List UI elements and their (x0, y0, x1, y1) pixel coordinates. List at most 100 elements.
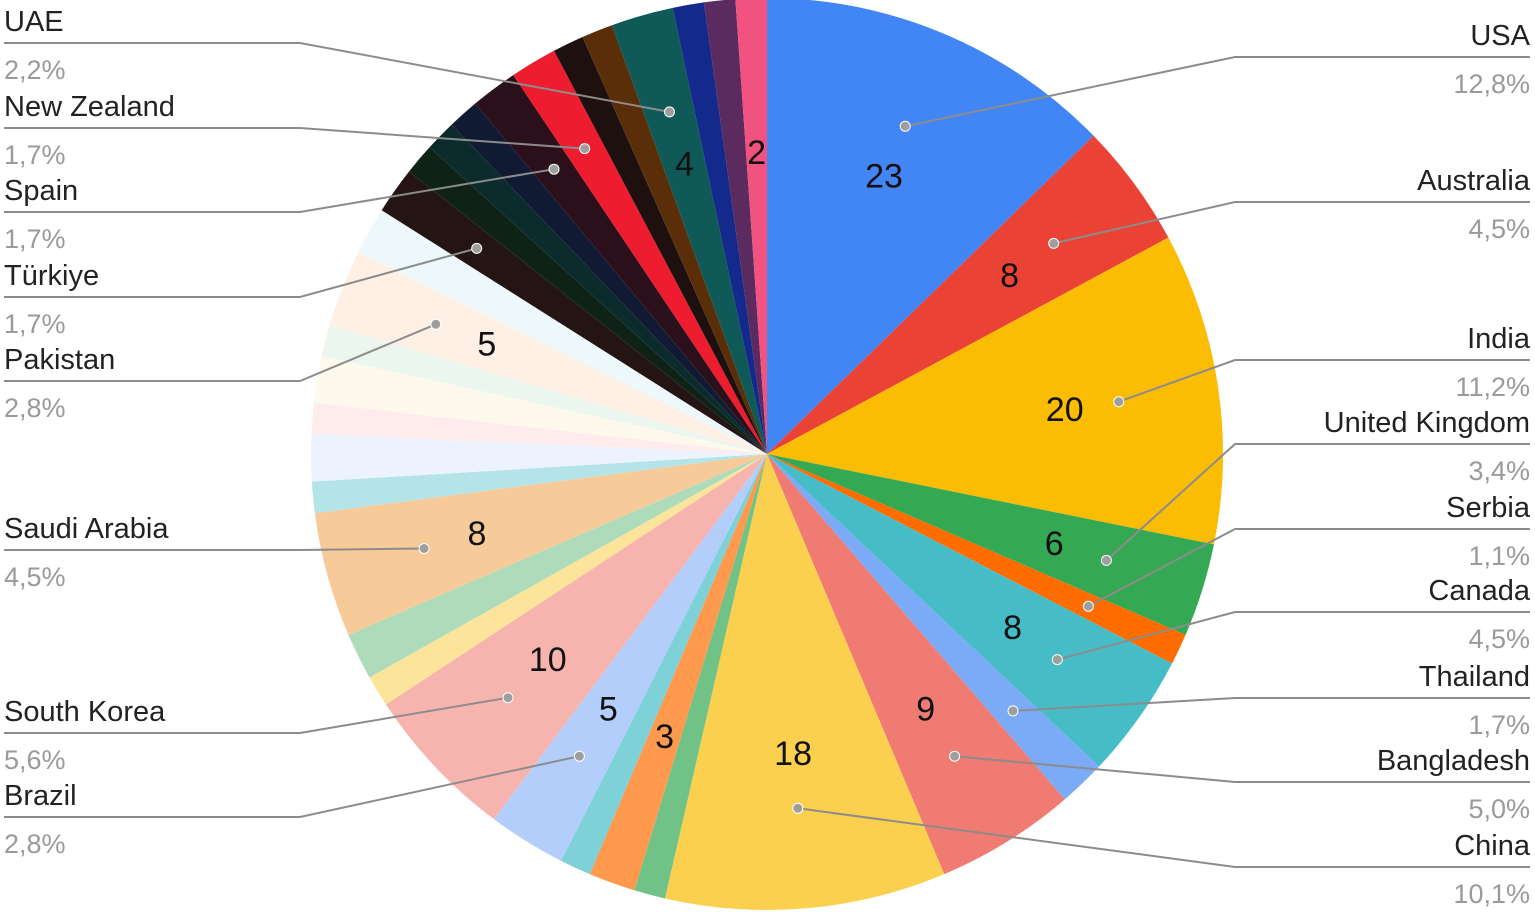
pie-slice-pakistan (329, 251, 767, 454)
pie-slice-unlabeled-15 (348, 454, 767, 678)
pie-slice-unlabeled-14 (369, 454, 767, 705)
pie-slice-unlabeled-31 (582, 25, 767, 454)
percent-serbia: 1,1% (1468, 541, 1530, 571)
percent-brazil: 2,8% (4, 829, 66, 859)
percent-t-rkiye: 1,7% (4, 309, 66, 339)
leader-dot-south-korea (502, 692, 514, 704)
leader-line-australia (1053, 201, 1530, 245)
pie-slice-unlabeled-9 (634, 454, 767, 899)
leader-line-brazil (4, 755, 580, 818)
pie-slice-usa (767, 0, 1094, 454)
leader-line-bangladesh (954, 755, 1530, 783)
label-thailand: Thailand (1419, 661, 1530, 693)
leader-line-india (1118, 359, 1530, 403)
slice-value-label: 3 (655, 718, 674, 756)
pie-slice-south-korea (385, 454, 767, 820)
pie-slice-unlabeled-34 (703, 0, 767, 454)
leader-dot-canada (1051, 654, 1063, 666)
label-uae: UAE (4, 6, 64, 38)
percent-south-korea: 5,6% (4, 745, 66, 775)
pie-slice-india (767, 237, 1224, 545)
leader-dot-united-kingdom (1100, 554, 1112, 566)
pie-slice-bangladesh (767, 454, 1065, 875)
label-saudi-arabia: Saudi Arabia (4, 513, 169, 545)
slice-value-label: 20 (1046, 391, 1084, 429)
pie-slice-canada (767, 454, 1173, 767)
label-spain: Spain (4, 175, 78, 207)
leader-dot-saudi-arabia (418, 543, 430, 554)
leader-line-uae (4, 42, 670, 113)
leader-dot-new-zealand (579, 143, 591, 155)
slice-value-label: 2 (747, 134, 766, 172)
leader-dot-brazil (573, 750, 585, 762)
pie-slice-unlabeled-18 (311, 434, 767, 482)
leader-dot-pakistan (430, 318, 442, 330)
pie-slice-unlabeled-35 (735, 0, 767, 454)
pie-slice-unlabeled-11 (561, 454, 767, 875)
leader-dot-serbia (1082, 600, 1094, 612)
leader-line-saudi-arabia (4, 547, 425, 551)
slice-value-label: 8 (1000, 257, 1019, 295)
pie-slice-unlabeled-23 (358, 210, 767, 454)
leader-line-canada (1057, 611, 1530, 661)
percent-uae: 2,2% (4, 55, 66, 85)
pie-slice-serbia (767, 454, 1186, 664)
leader-dot-india (1113, 396, 1125, 408)
label-bangladesh: Bangladesh (1377, 745, 1530, 777)
percent-saudi-arabia: 4,5% (4, 562, 66, 592)
leader-dot-spain (548, 163, 560, 175)
percent-pakistan: 2,8% (4, 393, 66, 423)
leader-dot-australia (1048, 237, 1060, 249)
label-serbia: Serbia (1446, 492, 1531, 524)
leader-dot-china (792, 802, 804, 814)
percent-usa: 12,8% (1453, 69, 1530, 99)
pie-slice-unlabeled-27 (451, 103, 767, 454)
leader-dot-usa (899, 120, 911, 132)
leader-line-south-korea (4, 696, 509, 734)
slice-value-label: 10 (529, 641, 567, 679)
slice-value-label: 6 (1045, 525, 1064, 563)
label-china: China (1454, 830, 1531, 862)
leader-line-usa (904, 56, 1530, 128)
pie-slice-unlabeled-26 (429, 124, 767, 454)
pie-slice-new-zealand (513, 50, 767, 455)
leader-dot-thailand (1007, 705, 1019, 717)
pie-slice-unlabeled-30 (554, 37, 767, 454)
pie-slices (311, 0, 1224, 910)
pie-slice-united-kingdom (767, 454, 1214, 635)
pie-slice-china (664, 454, 945, 910)
label-pakistan: Pakistan (4, 344, 115, 376)
label-united-kingdom: United Kingdom (1324, 407, 1530, 439)
leader-dot-uae (664, 106, 675, 118)
label-new-zealand: New Zealand (4, 91, 175, 123)
pie-slice-unlabeled-17 (311, 454, 767, 514)
leader-line-united-kingdom (1105, 443, 1530, 562)
leader-line-new-zealand (4, 127, 585, 150)
leader-dot-t-rkiye (471, 242, 483, 254)
slice-value-label: 5 (599, 691, 618, 729)
pie-slice-t-rkiye (381, 171, 767, 454)
percent-thailand: 1,7% (1468, 710, 1530, 740)
percent-new-zealand: 1,7% (4, 140, 66, 170)
label-canada: Canada (1428, 575, 1530, 607)
slice-value-label: 8 (467, 515, 486, 553)
percent-spain: 1,7% (4, 224, 66, 254)
label-t-rkiye: Türkiye (4, 260, 99, 292)
pie-slice-uae (611, 7, 767, 455)
pie-slice-australia (767, 135, 1169, 454)
slice-value-label: 8 (1003, 609, 1022, 647)
label-india: India (1467, 323, 1531, 355)
pie-slice-saudi-arabia (314, 454, 767, 635)
slice-value-label: 9 (916, 691, 935, 729)
label-usa: USA (1470, 20, 1530, 52)
slice-value-label: 5 (477, 325, 496, 363)
slice-value-label: 4 (675, 146, 694, 184)
leader-line-china (797, 807, 1530, 868)
pie-slice-unlabeled-20 (313, 355, 767, 454)
leader-line-pakistan (4, 323, 437, 382)
label-south-korea: South Korea (4, 696, 166, 728)
pie-slice-unlabeled-33 (672, 2, 767, 454)
pie-slice-unlabeled-19 (311, 402, 767, 454)
